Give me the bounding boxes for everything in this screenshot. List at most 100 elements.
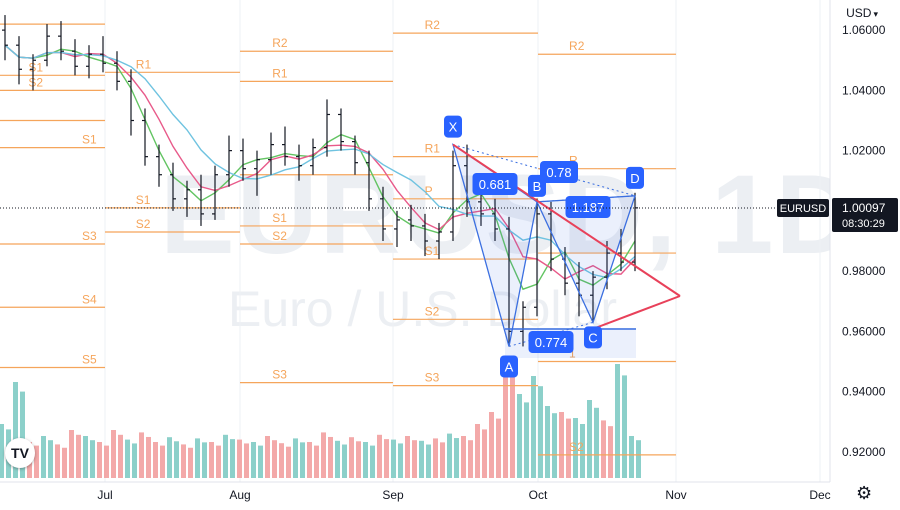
- description-watermark: Euro / U.S. Dollar: [228, 281, 618, 337]
- volume-bar: [265, 436, 270, 478]
- price-tick-label: 0.96000: [842, 324, 886, 338]
- volume-bar: [587, 400, 592, 478]
- ratio-label-xd-bg: [565, 196, 611, 218]
- volume-bar: [426, 444, 431, 478]
- time-tick-label: Jul: [97, 488, 112, 502]
- volume-bar: [132, 443, 137, 478]
- price-tick-label: 0.92000: [842, 445, 886, 459]
- volume-bar: [419, 440, 424, 478]
- ratio-label-ac: 0.78: [546, 165, 571, 180]
- volume-bar: [230, 439, 235, 478]
- price-tag-value: 1.00097: [842, 201, 886, 215]
- price-axis: 1.06000 1.04000 1.02000 0.98000 0.96000 0.940…: [777, 0, 900, 510]
- volume-bar: [174, 441, 179, 478]
- volume-bar: [209, 442, 214, 478]
- pivot-label: S2: [569, 440, 584, 454]
- ratio-label-xb: 0.681: [479, 177, 512, 192]
- pivot-label: S1: [425, 244, 440, 258]
- volume-bar: [293, 438, 298, 478]
- volume-bar: [104, 445, 109, 478]
- pivot-label: S3: [82, 229, 97, 243]
- volume-bar: [0, 424, 4, 478]
- volume-bar: [412, 440, 417, 478]
- gear-icon[interactable]: ⚙: [856, 483, 873, 503]
- volume-bar: [433, 438, 438, 478]
- triangle-upper-line: [452, 143, 681, 297]
- candle: [254, 150, 260, 196]
- time-tick-label: Nov: [665, 488, 686, 502]
- candle: [422, 213, 428, 257]
- volume-bar: [76, 434, 81, 478]
- volume-bar: [573, 418, 578, 478]
- volume-bar: [13, 382, 18, 478]
- volume-bar: [97, 442, 102, 478]
- volume-bar: [251, 442, 256, 478]
- volume-bar: [447, 433, 452, 478]
- candles: [2, 15, 638, 347]
- volume-bar: [370, 445, 375, 478]
- candle: [520, 301, 526, 347]
- volume-bar: [608, 426, 613, 478]
- volume-bar: [153, 442, 158, 478]
- candle: [198, 174, 204, 226]
- time-tick-label: Oct: [529, 488, 548, 502]
- volume-bar: [552, 413, 557, 478]
- candle: [548, 201, 554, 272]
- ma-mid-line: [4, 44, 636, 280]
- currency-selector[interactable]: USD ▾: [846, 6, 878, 20]
- candle: [338, 108, 344, 151]
- pivot-label: R: [569, 154, 578, 168]
- candle: [394, 210, 400, 248]
- volume-bar: [636, 440, 641, 478]
- candle: [492, 198, 498, 241]
- volume-bar: [90, 440, 95, 478]
- currency-label: USD: [846, 6, 872, 20]
- volume-bar: [41, 436, 46, 478]
- volume-bar: [223, 434, 228, 478]
- time-tick-label: Sep: [382, 488, 404, 502]
- candle: [16, 36, 22, 85]
- candle: [100, 36, 106, 73]
- volume-bar: [188, 447, 193, 478]
- volume-bar: [594, 407, 599, 478]
- volume-bar: [279, 443, 284, 478]
- candle: [324, 99, 330, 157]
- volume-bar: [237, 439, 242, 478]
- candle: [2, 15, 8, 61]
- volume-bar: [167, 437, 172, 478]
- volume-bar: [48, 440, 53, 478]
- volume-bar: [545, 406, 550, 478]
- price-tick-label: 0.98000: [842, 264, 886, 278]
- volume-bar: [342, 444, 347, 478]
- volume-bar: [475, 424, 480, 478]
- pivot-label: S1: [136, 193, 151, 207]
- candle: [380, 186, 386, 241]
- candle: [534, 198, 540, 317]
- candle: [310, 138, 316, 175]
- volume-bar: [510, 375, 515, 478]
- pivot-label: R1: [272, 66, 288, 80]
- candle: [114, 51, 120, 91]
- candle: [30, 54, 36, 91]
- volume-bar: [454, 438, 459, 478]
- time-tick-label: Dec: [809, 488, 830, 502]
- volume-bar: [559, 412, 564, 478]
- candle: [156, 144, 162, 187]
- pattern-point-c-bg: [584, 326, 602, 349]
- volume-bar: [321, 432, 326, 478]
- ratio-label-xb-bg: [472, 173, 518, 195]
- volume-bar: [160, 445, 165, 478]
- time-axis-bg: [0, 482, 900, 510]
- pattern-point-d: D: [630, 171, 639, 186]
- volume-bar: [307, 442, 312, 478]
- volume-bar: [482, 429, 487, 478]
- ratio-line: [452, 144, 636, 197]
- volume-bar: [601, 420, 606, 478]
- candle: [226, 135, 232, 187]
- volume-bar: [391, 439, 396, 478]
- pivot-label: S3: [425, 371, 440, 385]
- tradingview-logo[interactable]: TV: [5, 438, 35, 468]
- pivot-label: 1: [569, 347, 576, 361]
- candle: [142, 108, 148, 166]
